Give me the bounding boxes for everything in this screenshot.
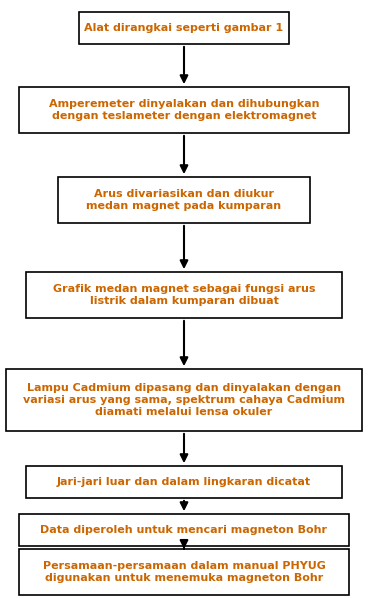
Text: Lampu Cadmium dipasang dan dinyalakan dengan
variasi arus yang sama, spektrum ca: Lampu Cadmium dipasang dan dinyalakan de… [23,383,345,417]
FancyBboxPatch shape [26,272,342,318]
FancyBboxPatch shape [19,87,349,133]
Text: Jari-jari luar dan dalam lingkaran dicatat: Jari-jari luar dan dalam lingkaran dicat… [57,477,311,487]
FancyBboxPatch shape [58,177,310,223]
FancyBboxPatch shape [26,466,342,498]
Text: Arus divariasikan dan diukur
medan magnet pada kumparan: Arus divariasikan dan diukur medan magne… [86,189,282,211]
Text: Persamaan-persamaan dalam manual PHYUG
digunakan untuk menemuka magneton Bohr: Persamaan-persamaan dalam manual PHYUG d… [43,561,325,583]
Text: Grafik medan magnet sebagai fungsi arus
listrik dalam kumparan dibuat: Grafik medan magnet sebagai fungsi arus … [53,284,315,306]
FancyBboxPatch shape [19,514,349,546]
Text: Amperemeter dinyalakan dan dihubungkan
dengan teslameter dengan elektromagnet: Amperemeter dinyalakan dan dihubungkan d… [49,99,319,121]
Text: Data diperoleh untuk mencari magneton Bohr: Data diperoleh untuk mencari magneton Bo… [40,525,328,535]
Text: Alat dirangkai seperti gambar 1: Alat dirangkai seperti gambar 1 [84,23,284,33]
FancyBboxPatch shape [19,549,349,595]
FancyBboxPatch shape [79,12,289,44]
FancyBboxPatch shape [6,369,362,431]
